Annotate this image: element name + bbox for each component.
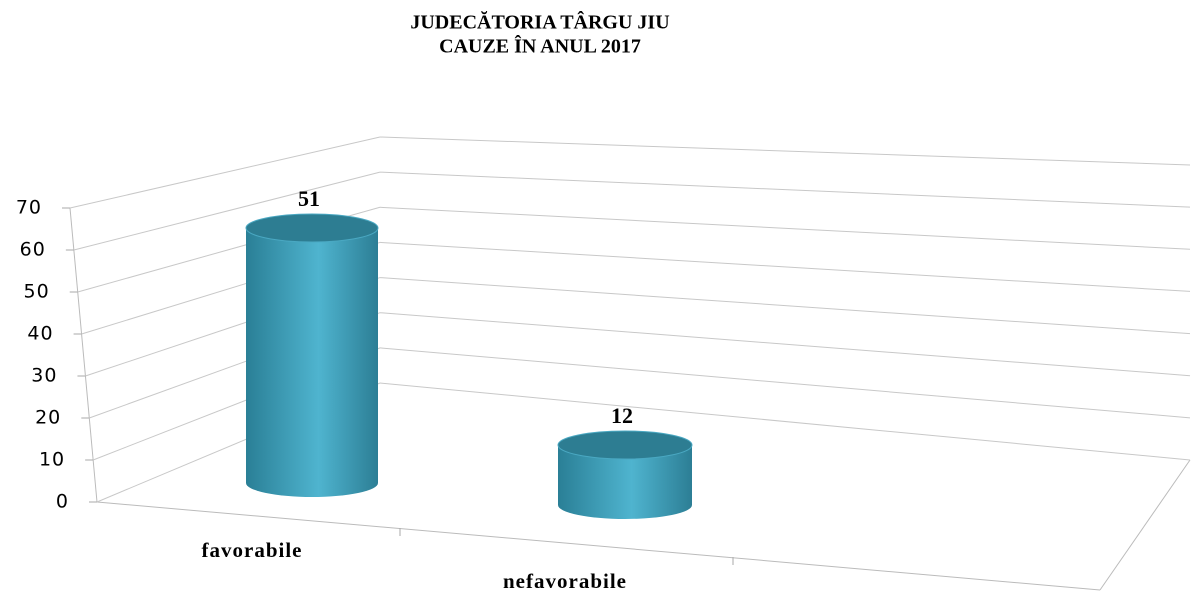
- y-tick-label: 40: [27, 323, 53, 345]
- grid-line: [379, 241, 1191, 292]
- y-tick-label: 20: [35, 407, 61, 429]
- grid-line: [379, 347, 1191, 419]
- grid-line: [379, 206, 1191, 250]
- bar-top: [557, 430, 693, 460]
- grid-line: [379, 312, 1191, 377]
- floor: [69, 207, 1191, 591]
- grid-line: [379, 277, 1191, 335]
- grid-line: [379, 382, 1191, 461]
- chart-title: CAUZE ÎN ANUL 2017: [439, 34, 641, 58]
- value-label: 51: [298, 186, 320, 211]
- bar-top: [245, 213, 379, 243]
- y-tick-label: 30: [31, 365, 57, 387]
- grid-line: [379, 136, 1191, 166]
- grid-line: [73, 171, 381, 251]
- y-tick-label: 10: [39, 449, 65, 471]
- y-tick-label: 60: [20, 239, 46, 261]
- bar: [246, 228, 378, 497]
- value-label: 12: [611, 403, 633, 428]
- bar: [558, 445, 692, 519]
- x-tick-label: nefavorabile: [503, 569, 627, 593]
- chart-title: JUDECĂTORIA TÂRGU JIU: [410, 10, 669, 34]
- x-tick-label: favorabile: [202, 538, 303, 562]
- grid-line: [69, 136, 381, 209]
- grid-line: [379, 171, 1191, 208]
- y-tick-label: 70: [16, 197, 42, 219]
- y-tick-label: 0: [56, 491, 69, 513]
- x-ticks: [399, 528, 734, 565]
- y-tick-label: 50: [24, 281, 50, 303]
